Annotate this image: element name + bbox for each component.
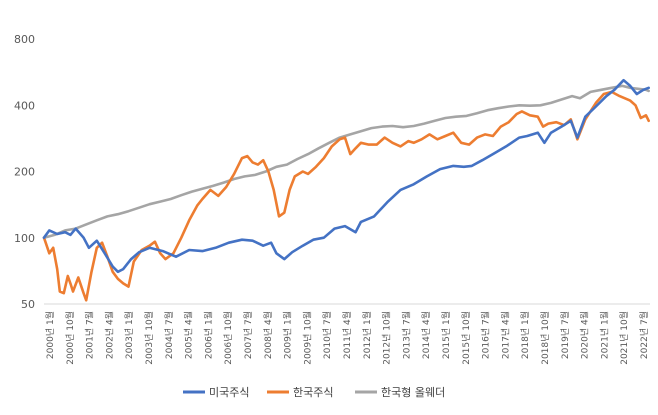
x-tick-label: 2004년 7월 [163, 311, 175, 359]
y-tick-label: 200 [14, 166, 35, 179]
x-tick-label: 2015년 1월 [440, 311, 452, 359]
x-tick-label: 2005년 4월 [183, 311, 195, 359]
x-tick-label: 2000년 10월 [64, 311, 76, 365]
series-lines [42, 78, 650, 302]
series-line-0 [42, 78, 650, 274]
x-tick-label: 2017년 4월 [499, 311, 511, 359]
y-tick-label: 50 [21, 298, 35, 311]
x-tick-label: 2003년 10월 [143, 311, 155, 365]
legend-label: 한국형 올웨더 [381, 386, 445, 399]
x-tick-label: 2018년 1월 [519, 311, 531, 359]
x-tick-label: 2020년 4월 [579, 311, 591, 359]
y-tick-label: 100 [14, 232, 35, 245]
x-tick-label: 2008년 4월 [262, 311, 274, 359]
x-tick-label: 2002년 4월 [103, 311, 115, 359]
x-tick-label: 2010년 7월 [321, 311, 333, 359]
series-line-1 [42, 90, 650, 302]
x-tick-label: 2016년 7월 [480, 311, 492, 359]
x-tick-label: 2011년 4월 [341, 311, 353, 359]
x-tick-label: 2012년 10월 [381, 311, 393, 365]
x-tick-label: 2014년 4월 [420, 311, 432, 359]
x-tick-label: 2013년 7월 [400, 311, 412, 359]
x-tick-label: 2007년 7월 [242, 311, 254, 359]
x-tick-label: 2015년 10월 [460, 311, 472, 365]
y-axis: 800 400 200 100 50 [14, 33, 35, 311]
x-tick-label: 2009년 1월 [282, 311, 294, 359]
legend-label: 한국주식 [293, 386, 333, 399]
x-tick-label: 2021년 10월 [618, 311, 630, 365]
x-tick-label: 2006년 1월 [202, 311, 214, 359]
x-tick-label: 2000년 1월 [44, 311, 56, 359]
series-line-2 [42, 84, 650, 239]
x-tick-label: 2009년 10월 [301, 311, 313, 365]
x-tick-label: 2001년 7월 [84, 311, 96, 359]
y-tick-label: 400 [14, 99, 35, 112]
x-tick-label: 2021년 1월 [598, 311, 610, 359]
x-tick-label: 2006년 10월 [222, 311, 234, 365]
x-axis: 2000년 1월 2000년 10월 2001년 7월 2002년 4월 2003년 1… [44, 303, 650, 365]
x-tick-label: 2022년 7월 [638, 311, 650, 359]
x-tick-label: 2012년 1월 [361, 311, 373, 359]
x-tick-label: 2019년 7월 [559, 311, 571, 359]
x-tick-label: 2003년 1월 [123, 311, 135, 359]
x-tick-label: 2018년 10월 [539, 311, 551, 365]
legend-label: 미국주식 [209, 386, 249, 399]
y-tick-label: 800 [14, 33, 35, 46]
legend: 미국주식 한국주식 한국형 올웨더 [183, 386, 445, 399]
